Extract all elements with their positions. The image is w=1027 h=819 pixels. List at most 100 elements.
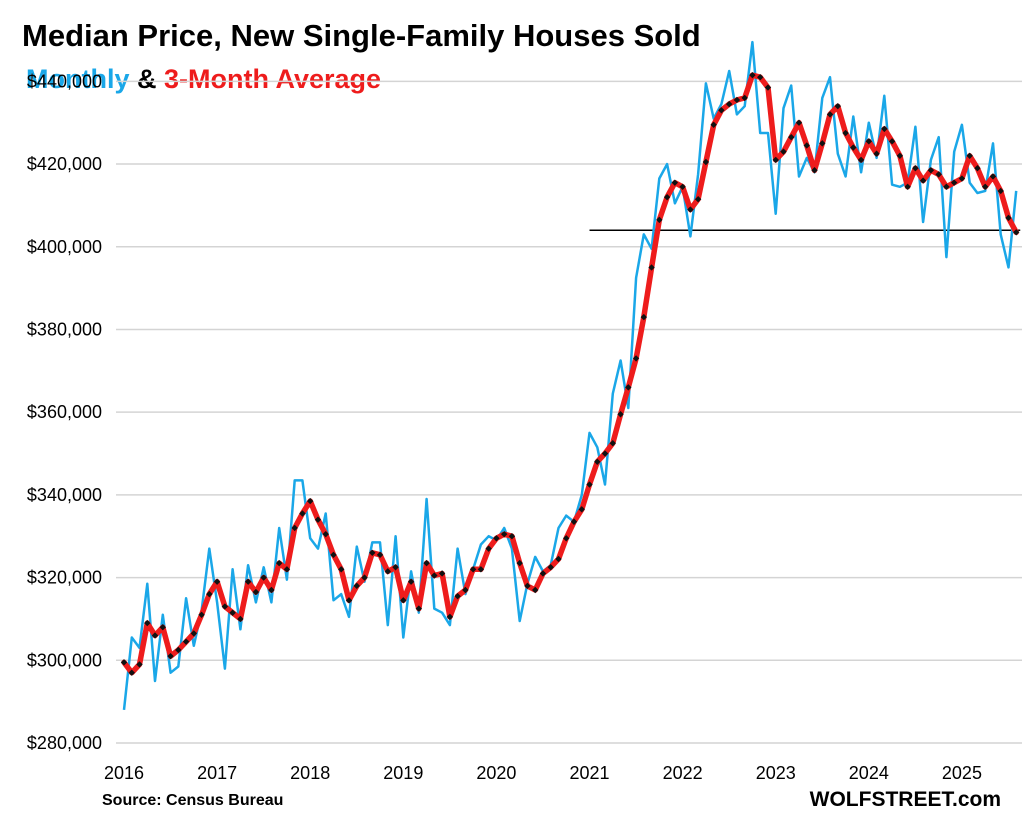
avg-point — [625, 384, 632, 391]
x-tick-label: 2025 — [942, 763, 982, 783]
avg-point — [570, 518, 578, 525]
avg-point — [865, 138, 873, 145]
avg-point — [539, 570, 547, 577]
avg-point — [896, 152, 904, 159]
x-tick-label: 2018 — [290, 763, 330, 783]
avg-point — [702, 158, 710, 166]
avg-point — [850, 144, 857, 151]
avg-point — [648, 264, 655, 271]
avg-point — [811, 167, 818, 174]
avg-point — [772, 156, 779, 164]
avg-point — [190, 630, 198, 637]
avg-point — [741, 94, 748, 102]
avg-point — [369, 549, 376, 556]
x-tick-label: 2023 — [756, 763, 796, 783]
avg-point — [159, 624, 166, 631]
chart-title: Median Price, New Single-Family Houses S… — [22, 18, 701, 53]
avg-point — [237, 615, 244, 623]
avg-point — [687, 206, 694, 213]
avg-point — [151, 632, 159, 639]
avg-point — [982, 183, 989, 191]
avg-point — [826, 111, 834, 118]
avg-point — [260, 574, 267, 581]
avg-point — [563, 535, 570, 542]
avg-point — [919, 177, 927, 184]
avg-point — [516, 559, 523, 567]
avg-point — [555, 555, 562, 563]
avg-point — [578, 506, 585, 513]
avg-point — [338, 566, 345, 573]
avg-point — [283, 566, 291, 573]
avg-point — [353, 582, 360, 590]
avg-point — [500, 530, 508, 538]
legend-monthly: Monthly — [26, 64, 130, 94]
avg-point — [718, 107, 725, 114]
avg-point — [291, 524, 298, 532]
y-tick-label: $360,000 — [27, 402, 102, 422]
x-tick-label: 2016 — [104, 763, 144, 783]
avg-point — [927, 167, 935, 174]
y-axis-ticks: $280,000 $300,000 $320,000 $340,000 $360,000… — [27, 71, 102, 753]
avg-point — [586, 481, 593, 488]
avg-point — [594, 458, 601, 465]
avg-point — [314, 516, 322, 523]
series-line-3-month-average — [121, 72, 1019, 676]
avg-point — [679, 183, 686, 191]
avg-point — [974, 164, 981, 172]
avg-point — [640, 313, 648, 321]
avg-point — [958, 175, 966, 182]
avg-point — [415, 605, 423, 612]
avg-point — [788, 133, 795, 141]
avg-point — [733, 96, 741, 104]
avg-point — [888, 138, 896, 145]
x-tick-label: 2021 — [569, 763, 609, 783]
x-axis-ticks: 2016 2017 2018 2019 2020 2021 2022 2023 2024 2025 — [104, 763, 982, 783]
avg-point — [438, 570, 446, 577]
x-tick-label: 2024 — [849, 763, 889, 783]
avg-point — [764, 84, 772, 91]
avg-point — [532, 586, 539, 594]
avg-point — [966, 152, 973, 159]
avg-point — [213, 578, 221, 585]
avg-point — [206, 590, 213, 598]
avg-point — [547, 564, 554, 571]
avg-point — [795, 119, 803, 126]
avg-point — [725, 100, 733, 108]
y-tick-label: $380,000 — [27, 319, 102, 339]
avg-point — [508, 533, 516, 540]
avg-point — [857, 156, 865, 164]
avg-point — [943, 183, 950, 191]
avg-point — [780, 148, 787, 155]
avg-point — [632, 355, 640, 362]
legend-3-month-average: 3-Month Average — [164, 64, 382, 94]
avg-point — [322, 530, 329, 538]
brand-watermark: WOLFSTREET.com — [809, 788, 1001, 811]
avg-point — [268, 586, 275, 594]
y-tick-label: $340,000 — [27, 485, 102, 505]
avg-point — [392, 564, 399, 571]
avg-point — [330, 551, 337, 559]
avg-point — [997, 187, 1004, 195]
avg-point — [493, 535, 500, 542]
x-tick-label: 2017 — [197, 763, 237, 783]
avg-point — [376, 551, 384, 559]
y-tick-label: $280,000 — [27, 733, 102, 753]
avg-point — [803, 142, 810, 149]
y-tick-label: $320,000 — [27, 568, 102, 588]
avg-point — [345, 597, 353, 604]
avg-point — [167, 652, 174, 660]
avg-point — [423, 559, 430, 567]
source-note: Source: Census Bureau — [102, 792, 284, 809]
avg-point — [609, 439, 616, 447]
avg-point — [462, 586, 469, 594]
avg-point — [881, 125, 888, 133]
avg-point — [252, 588, 260, 596]
avg-point — [384, 568, 391, 575]
avg-point — [710, 121, 717, 128]
average-markers — [120, 71, 1020, 676]
avg-point — [198, 611, 205, 619]
avg-point — [935, 171, 942, 178]
avg-point — [307, 497, 314, 505]
avg-point — [136, 661, 143, 668]
